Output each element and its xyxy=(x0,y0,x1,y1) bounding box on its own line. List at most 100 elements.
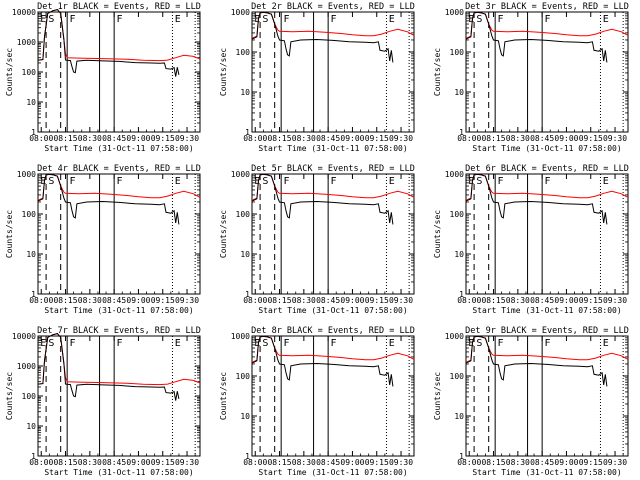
marker-f-2: F xyxy=(330,176,336,187)
x-tick-label: 08:45 xyxy=(316,296,340,305)
y-tick-label: 1000 xyxy=(445,170,464,179)
y-tick-label: 1 xyxy=(459,452,464,461)
y-tick-label: 10 xyxy=(26,250,36,259)
x-tick-label: 09:00 xyxy=(340,296,364,305)
panel-title: Det 4r BLACK = Events, RED = LLD xyxy=(37,164,201,174)
marker-e-end: E xyxy=(175,338,181,349)
x-axis-label: Start Time (31-Oct-11 07:58:00) xyxy=(258,468,407,477)
x-tick-label: 08:45 xyxy=(530,296,554,305)
marker-e-end: E xyxy=(389,176,395,187)
marker-s: S xyxy=(476,14,482,25)
plot-frame xyxy=(465,335,629,457)
marker-f-1: F xyxy=(69,338,75,349)
x-tick-label: 09:30 xyxy=(603,458,627,467)
x-tick-label: 08:00 xyxy=(29,458,53,467)
x-tick-label: 09:00 xyxy=(126,296,150,305)
series-events-black xyxy=(465,335,608,387)
plot-frame xyxy=(37,173,201,295)
marker-f-1: F xyxy=(69,176,75,187)
y-tick-label: 1000 xyxy=(445,8,464,17)
x-tick-label: 09:30 xyxy=(603,134,627,143)
x-tick-label: 08:45 xyxy=(530,458,554,467)
x-tick-label: 08:45 xyxy=(316,134,340,143)
y-tick-label: 10 xyxy=(240,412,250,421)
y-tick-label: 100 xyxy=(236,210,251,219)
x-axis-label: Start Time (31-Oct-11 07:58:00) xyxy=(44,468,193,477)
series-events-black xyxy=(465,173,608,225)
y-tick-label: 1000 xyxy=(231,170,250,179)
y-tick-label: 100 xyxy=(236,48,251,57)
plot-frame xyxy=(251,11,415,133)
marker-e-start: E xyxy=(468,176,474,187)
marker-f-2: F xyxy=(116,338,122,349)
marker-f-1: F xyxy=(69,14,75,25)
marker-f-2: F xyxy=(544,176,550,187)
x-tick-label: 09:15 xyxy=(365,458,389,467)
panel-title: Det 5r BLACK = Events, RED = LLD xyxy=(251,164,415,174)
x-axis-label: Start Time (31-Oct-11 07:58:00) xyxy=(258,144,407,153)
marker-f-1: F xyxy=(283,176,289,187)
y-tick-label: 100 xyxy=(236,372,251,381)
y-axis-label: Counts/sec xyxy=(219,210,228,258)
x-tick-label: 08:15 xyxy=(267,296,291,305)
y-tick-label: 100 xyxy=(22,210,37,219)
marker-f-2: F xyxy=(544,338,550,349)
y-tick-label: 1 xyxy=(31,128,36,137)
marker-e-end: E xyxy=(389,338,395,349)
x-axis-label: Start Time (31-Oct-11 07:58:00) xyxy=(44,306,193,315)
y-tick-label: 1 xyxy=(31,452,36,461)
y-tick-label: 10000 xyxy=(12,8,36,17)
x-tick-label: 08:00 xyxy=(243,134,267,143)
x-tick-label: 08:45 xyxy=(102,458,126,467)
series-events-black xyxy=(251,11,394,63)
panel-title: Det 2r BLACK = Events, RED = LLD xyxy=(251,2,415,12)
x-tick-label: 09:30 xyxy=(175,458,199,467)
x-tick-label: 08:45 xyxy=(102,134,126,143)
marker-s: S xyxy=(48,14,54,25)
x-tick-label: 09:15 xyxy=(579,134,603,143)
marker-e-end: E xyxy=(175,14,181,25)
panel-title: Det 8r BLACK = Events, RED = LLD xyxy=(251,326,415,336)
x-tick-label: 08:45 xyxy=(102,296,126,305)
x-tick-label: 09:15 xyxy=(579,296,603,305)
y-tick-label: 1 xyxy=(245,128,250,137)
y-tick-label: 10 xyxy=(454,250,464,259)
x-tick-label: 09:30 xyxy=(603,296,627,305)
panel-det-5: Det 5r BLACK = Events, RED = LLD 1 10 100 10… xyxy=(219,164,415,315)
x-tick-label: 09:00 xyxy=(340,134,364,143)
marker-f-1: F xyxy=(283,338,289,349)
x-tick-label: 08:30 xyxy=(292,458,316,467)
x-axis-label: Start Time (31-Oct-11 07:58:00) xyxy=(258,306,407,315)
marker-e-end: E xyxy=(175,176,181,187)
y-tick-label: 10 xyxy=(454,412,464,421)
y-tick-label: 10 xyxy=(26,422,36,431)
y-tick-label: 1000 xyxy=(17,38,36,47)
marker-f-1: F xyxy=(497,14,503,25)
y-axis-label: Counts/sec xyxy=(433,372,442,420)
x-axis-label: Start Time (31-Oct-11 07:58:00) xyxy=(472,144,621,153)
marker-e-end: E xyxy=(603,176,609,187)
marker-f-2: F xyxy=(116,176,122,187)
x-tick-label: 09:30 xyxy=(389,134,413,143)
y-axis-label: Counts/sec xyxy=(433,48,442,96)
marker-s: S xyxy=(48,176,54,187)
marker-e-start: E xyxy=(40,338,46,349)
x-tick-label: 09:15 xyxy=(151,296,175,305)
x-tick-label: 09:15 xyxy=(365,134,389,143)
x-axis-label: Start Time (31-Oct-11 07:58:00) xyxy=(472,306,621,315)
series-events-black xyxy=(465,11,608,63)
x-tick-label: 08:15 xyxy=(53,458,77,467)
marker-e-start: E xyxy=(254,338,260,349)
y-tick-label: 100 xyxy=(22,392,37,401)
x-tick-label: 09:00 xyxy=(340,458,364,467)
x-tick-label: 08:00 xyxy=(457,134,481,143)
y-tick-label: 10 xyxy=(240,250,250,259)
marker-f-2: F xyxy=(544,14,550,25)
x-tick-label: 08:15 xyxy=(481,296,505,305)
x-tick-label: 08:45 xyxy=(530,134,554,143)
x-tick-label: 09:30 xyxy=(175,296,199,305)
marker-s: S xyxy=(48,338,54,349)
x-tick-label: 08:45 xyxy=(316,458,340,467)
marker-e-start: E xyxy=(254,14,260,25)
y-tick-label: 10 xyxy=(454,88,464,97)
